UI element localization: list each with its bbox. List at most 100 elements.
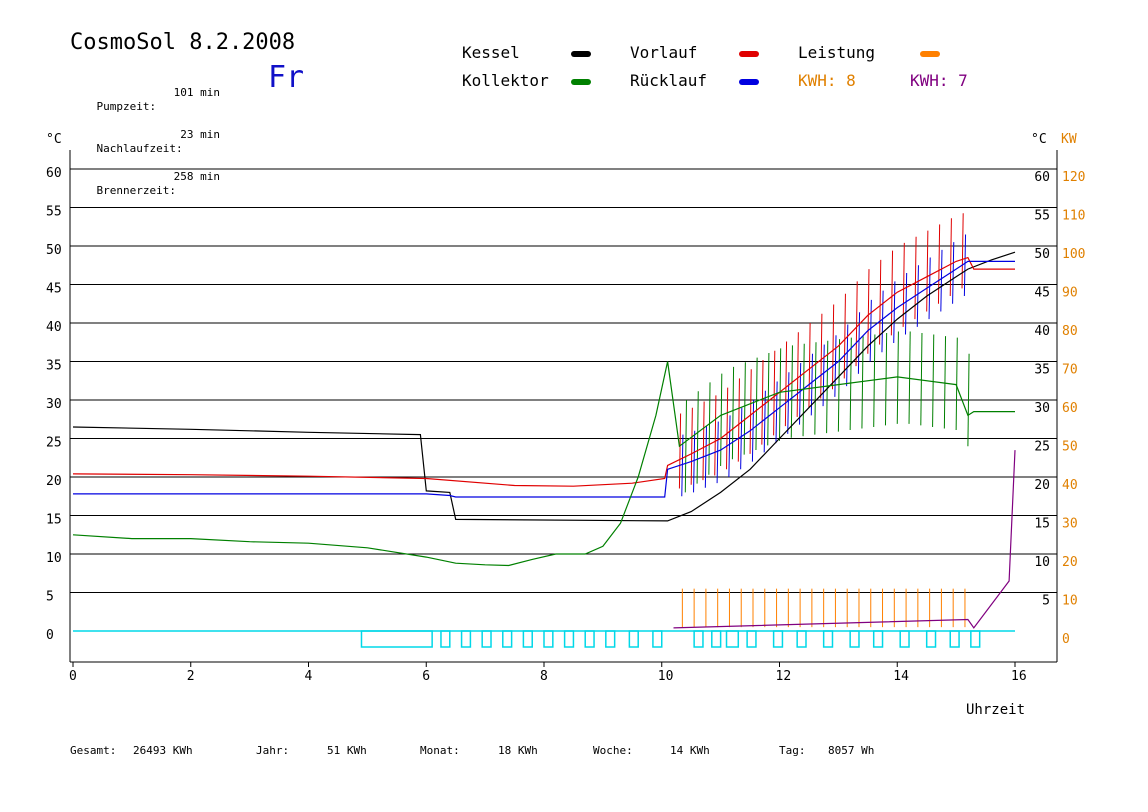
ruecklauf-spike [928,257,931,320]
x-tick-label: 0 [69,669,77,684]
stat-label: Nachlaufzeit: [96,142,183,155]
footer-monat-value: 18 KWh [498,744,538,757]
weekday-label: Fr [268,60,305,95]
kollektor-spike [779,348,782,441]
stat-nachlaufzeit: Nachlaufzeit: 23 min [70,128,221,155]
kollektor-spike [955,337,958,431]
ruecklauf-spike [846,324,849,387]
power-spikes [678,213,970,628]
pump-intervals [73,630,1015,648]
pump-interval [460,630,472,648]
kollektor-spike [814,342,817,435]
vorlauf-spike [773,350,776,436]
ruecklauf-spike [904,272,908,335]
pump-interval [522,630,533,648]
vorlauf-spike [678,413,682,489]
pump-interval [849,630,860,648]
y-tick-label-right: 10 [1034,555,1050,570]
y-tick-label-left: 60 [46,166,62,181]
legend-kessel-swatch [571,51,591,57]
vorlauf-spike [949,218,952,297]
pump-interval [711,630,722,648]
x-tick-label: 8 [540,669,548,684]
legend-vorlauf-label: Vorlauf [630,43,698,62]
y-tick-label-power: 40 [1062,478,1078,493]
x-tick-label: 4 [305,669,313,684]
y-tick-label-left: 55 [46,205,62,220]
ruecklauf-spike [963,234,967,297]
kollektor-spike [802,343,805,437]
kollektor-spike [920,333,923,426]
y-tick-label-left: 25 [46,436,62,451]
y-tick-label-right: 55 [1034,209,1050,224]
y-tick-label-power: 60 [1062,401,1078,416]
y-axis-unit-left: °C [46,132,62,147]
y-tick-label-right: 20 [1034,478,1050,493]
vorlauf-spike [937,224,941,304]
series-vorlauf [72,256,1015,487]
y-tick-label-power: 50 [1062,440,1078,455]
footer-gesamt-value: 26493 KWh [133,744,193,757]
vorlauf-spike [690,407,693,485]
y-tick-label-power: 30 [1062,517,1078,532]
vorlauf-spike [737,378,740,462]
kollektor-spike [849,337,852,431]
kollektor-spike [908,331,911,424]
stats-block: Pumpzeit: 101 min Nachlaufzeit: 23 min B… [70,58,221,198]
ruecklauf-spike [810,353,813,416]
footer-jahr-value: 51 KWh [327,744,367,757]
tick-labels: 0510152025303540455055605101520253035404… [46,166,1085,684]
vorlauf-spike [902,242,905,327]
kollektor-spike [861,336,864,429]
series-ruecklauf [73,260,1015,498]
grid-lines [70,168,1057,593]
y-tick-label-left: 35 [46,359,62,374]
pump-interval [925,630,937,648]
y-axis-unit-kw: KW [1061,132,1077,147]
series-kwh2 [673,450,1016,629]
y-tick-label-left: 20 [46,474,62,489]
y-tick-label-right: 60 [1034,170,1050,185]
pump-interval [970,630,981,648]
pump-interval [543,630,554,648]
vorlauf-spike [761,359,764,445]
ruecklauf-spike [716,421,719,484]
pump-interval [502,630,513,648]
y-tick-label-power: 20 [1062,555,1078,570]
axes [69,150,1058,667]
vorlauf-spike [926,230,929,312]
ruecklauf-spike [728,415,731,478]
pump-interval [899,630,910,648]
series-kollektor [72,361,1015,567]
ruecklauf-spike [704,426,707,488]
y-tick-label-power: 0 [1062,632,1070,647]
kollektor-spike [837,339,841,432]
y-tick-label-right: 30 [1034,401,1050,416]
y-tick-label-left: 0 [46,628,54,643]
footer-monat-label: Monat: [420,744,460,757]
series-kessel [72,251,1016,522]
ruecklauf-spike [952,242,955,304]
vorlauf-spike [843,293,846,379]
ruecklauf-spike [940,249,943,312]
x-tick-label: 12 [776,669,792,684]
legend-ruecklauf-swatch [739,79,759,85]
legend-kwh-purple: KWH: 7 [910,71,968,90]
vorlauf-spike [702,401,705,481]
y-tick-label-right: 25 [1034,440,1050,455]
x-tick-label: 6 [422,669,430,684]
pump-interval [693,630,704,648]
ruecklauf-spike [775,381,778,444]
legend-kollektor-label: Kollektor [462,71,549,90]
y-tick-label-right: 35 [1034,363,1050,378]
vorlauf-spike [867,269,870,354]
legend-kessel-label: Kessel [462,43,520,62]
pump-interval [822,630,834,648]
y-axis-unit-right: °C [1031,132,1047,147]
ruecklauf-spike [822,344,825,407]
ruecklauf-spike [869,299,872,362]
y-tick-label-left: 30 [46,397,62,412]
ruecklauf-spike [763,390,766,453]
ruecklauf-spike [740,407,743,470]
footer-jahr-label: Jahr: [256,744,290,757]
